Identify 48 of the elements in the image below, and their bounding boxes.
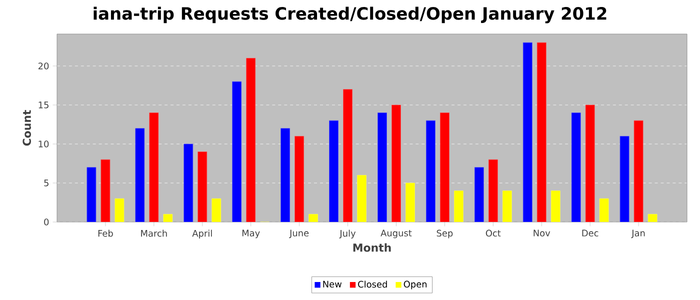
bar <box>426 120 436 222</box>
legend-label: Open <box>404 280 427 290</box>
bar <box>184 144 194 222</box>
x-tick-label: Sep <box>436 230 453 238</box>
x-tick-label: August <box>380 230 412 238</box>
bar <box>571 112 581 222</box>
bar <box>329 120 338 222</box>
bar <box>502 190 512 222</box>
x-axis-title: Month <box>353 243 391 252</box>
bar <box>246 58 256 222</box>
bar <box>550 190 560 222</box>
x-tick-label: June <box>289 230 309 238</box>
bar <box>522 42 532 222</box>
x-tick-label: May <box>242 230 260 238</box>
bar <box>392 104 401 222</box>
x-tick-label: Nov <box>534 230 550 236</box>
bar <box>198 152 208 222</box>
bar <box>454 190 464 222</box>
y-tick-label: 0 <box>44 218 49 226</box>
bar <box>536 42 546 222</box>
y-tick-label: 5 <box>44 180 48 186</box>
legend-label: Closed <box>358 280 387 288</box>
bar <box>212 198 222 222</box>
bar <box>280 128 290 222</box>
bar <box>357 174 366 222</box>
x-tick-label: Feb <box>98 230 113 237</box>
y-axis-title: Count <box>22 110 31 146</box>
bar <box>474 167 484 222</box>
bar <box>406 182 415 222</box>
bar <box>343 89 352 222</box>
bar <box>378 112 387 222</box>
y-tick-label: 10 <box>38 140 49 148</box>
bar <box>488 159 498 222</box>
x-tick-label: March <box>141 230 167 237</box>
bar <box>232 81 242 222</box>
chart-title: iana-trip Requests Created/Closed/Open January 2012 <box>94 6 606 24</box>
bar <box>440 112 450 222</box>
bar <box>585 104 595 222</box>
x-tick-label: Oct <box>486 230 501 237</box>
legend-label: New <box>323 280 342 288</box>
y-tick-label: 15 <box>38 102 48 108</box>
y-tick-label: 20 <box>38 62 49 70</box>
x-tick-label: April <box>192 230 212 238</box>
x-tick-label: July <box>339 230 356 238</box>
bar <box>294 136 304 222</box>
x-tick-label: Jan <box>631 230 645 238</box>
x-tick-label: Dec <box>582 230 598 236</box>
bar <box>599 198 609 222</box>
